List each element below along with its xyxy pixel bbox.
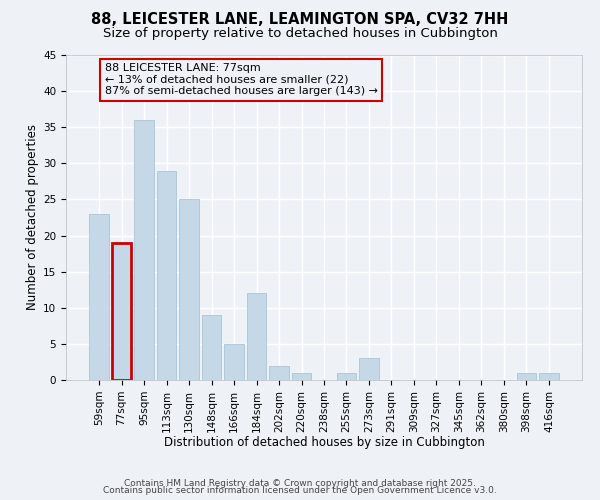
Bar bbox=[337, 373, 356, 380]
Bar bbox=[539, 373, 559, 380]
Bar bbox=[359, 358, 379, 380]
Text: Contains HM Land Registry data © Crown copyright and database right 2025.: Contains HM Land Registry data © Crown c… bbox=[124, 478, 476, 488]
Bar bbox=[269, 366, 289, 380]
Bar bbox=[247, 294, 266, 380]
Bar bbox=[134, 120, 154, 380]
Text: 88 LEICESTER LANE: 77sqm
← 13% of detached houses are smaller (22)
87% of semi-d: 88 LEICESTER LANE: 77sqm ← 13% of detach… bbox=[104, 63, 378, 96]
Y-axis label: Number of detached properties: Number of detached properties bbox=[26, 124, 39, 310]
Bar bbox=[224, 344, 244, 380]
Bar bbox=[202, 315, 221, 380]
Bar bbox=[112, 243, 131, 380]
Bar bbox=[292, 373, 311, 380]
X-axis label: Distribution of detached houses by size in Cubbington: Distribution of detached houses by size … bbox=[164, 436, 484, 449]
Text: Size of property relative to detached houses in Cubbington: Size of property relative to detached ho… bbox=[103, 28, 497, 40]
Bar bbox=[89, 214, 109, 380]
Text: 88, LEICESTER LANE, LEAMINGTON SPA, CV32 7HH: 88, LEICESTER LANE, LEAMINGTON SPA, CV32… bbox=[91, 12, 509, 28]
Bar bbox=[179, 200, 199, 380]
Bar bbox=[157, 170, 176, 380]
Text: Contains public sector information licensed under the Open Government Licence v3: Contains public sector information licen… bbox=[103, 486, 497, 495]
Bar bbox=[517, 373, 536, 380]
